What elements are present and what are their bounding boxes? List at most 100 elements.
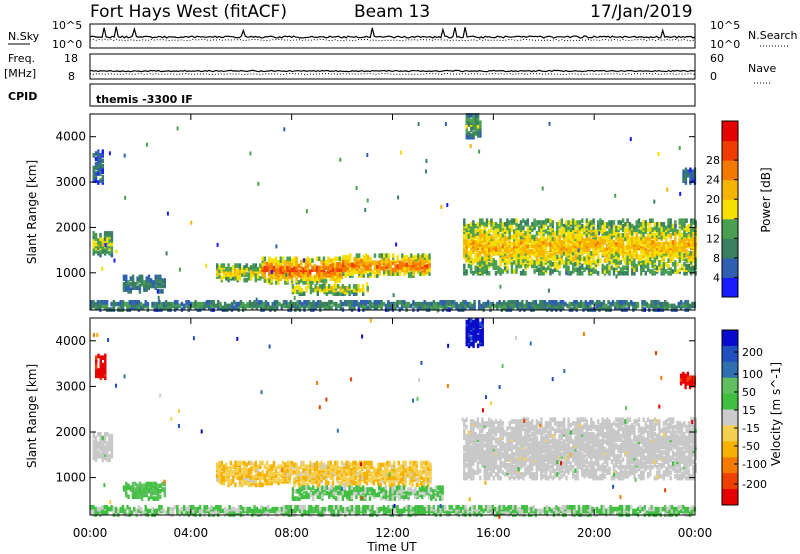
echo-cell bbox=[617, 260, 620, 265]
echo-cell bbox=[587, 225, 591, 231]
echo-cell bbox=[612, 223, 616, 229]
echo-cell bbox=[515, 222, 518, 227]
power-echo-region bbox=[463, 218, 697, 276]
echo-cell bbox=[499, 251, 502, 256]
echo-cell bbox=[580, 300, 583, 305]
echo-cell bbox=[429, 462, 432, 468]
echo-cell bbox=[92, 178, 95, 183]
echo-cell bbox=[99, 178, 102, 183]
echo-cell bbox=[256, 464, 260, 469]
echo-cell bbox=[465, 129, 468, 134]
echo-cell bbox=[143, 483, 146, 489]
echo-cell bbox=[590, 223, 593, 229]
echo-cell bbox=[617, 225, 620, 231]
echo-cell bbox=[612, 249, 616, 254]
echo-cell bbox=[404, 482, 407, 488]
echo-cell bbox=[361, 475, 364, 480]
echo-cell bbox=[503, 236, 507, 242]
echo-cell bbox=[336, 464, 339, 469]
echo-cell bbox=[323, 485, 326, 490]
colorbar-tick-label: 8 bbox=[713, 252, 720, 265]
echo-cell bbox=[370, 471, 373, 477]
echo-cell bbox=[313, 471, 316, 477]
beam-label: Beam 13 bbox=[354, 2, 430, 22]
echo-cell bbox=[297, 477, 301, 482]
echo-cell bbox=[407, 256, 411, 262]
echo-cell bbox=[415, 460, 419, 466]
echo-cell bbox=[508, 227, 511, 232]
echo-cell bbox=[653, 243, 657, 249]
echo-cell bbox=[408, 460, 412, 466]
echo-cell bbox=[645, 301, 649, 307]
colorbar-segment bbox=[722, 218, 738, 239]
echo-cell bbox=[332, 301, 336, 307]
echo-cell bbox=[236, 263, 239, 268]
echo-cell bbox=[585, 260, 588, 265]
echo-cell bbox=[669, 218, 672, 223]
echo-cell bbox=[400, 305, 404, 311]
echo-cell bbox=[227, 266, 230, 272]
echo-cell bbox=[685, 225, 688, 231]
echo-cell bbox=[129, 281, 132, 287]
echo-cell bbox=[151, 301, 154, 307]
echo-cell bbox=[669, 232, 672, 238]
echo-cell bbox=[522, 245, 525, 251]
echo-cell bbox=[569, 271, 573, 276]
power-marks bbox=[90, 113, 697, 313]
echo-cell bbox=[234, 464, 237, 469]
echo-cell bbox=[422, 466, 425, 471]
echo-cell bbox=[479, 124, 482, 129]
echo-cell bbox=[277, 477, 280, 482]
echo-cell bbox=[637, 218, 641, 223]
echo-cell bbox=[281, 256, 285, 262]
date-label: 17/Jan/2019 bbox=[590, 2, 693, 22]
echo-cell bbox=[472, 258, 475, 263]
echo-cell bbox=[576, 220, 579, 225]
echo-cell bbox=[651, 227, 654, 232]
echo-cell bbox=[513, 252, 516, 258]
echo-cell bbox=[338, 256, 341, 262]
echo-cell bbox=[572, 251, 575, 256]
echo-cell bbox=[310, 301, 313, 307]
echo-cell bbox=[540, 234, 543, 240]
echo-cell bbox=[476, 116, 480, 122]
echo-cell bbox=[340, 475, 344, 480]
echo-cell bbox=[227, 272, 230, 277]
echo-cell bbox=[340, 460, 344, 466]
echo-cell bbox=[465, 227, 468, 232]
echo-cell bbox=[129, 276, 132, 281]
echo-cell bbox=[596, 240, 600, 245]
echo-cell bbox=[667, 241, 670, 247]
echo-cell bbox=[397, 460, 400, 466]
echo-cell bbox=[291, 494, 295, 500]
echo-cell bbox=[143, 487, 146, 492]
echo-cell bbox=[399, 464, 403, 469]
echo-cell bbox=[387, 496, 390, 501]
echo-cell bbox=[138, 494, 142, 500]
echo-cell bbox=[293, 462, 296, 468]
echo-cell bbox=[225, 276, 228, 281]
echo-cell bbox=[615, 274, 618, 279]
echo-cell bbox=[312, 490, 315, 496]
echo-cell bbox=[340, 258, 344, 263]
echo-cell bbox=[396, 300, 399, 305]
echo-cell bbox=[675, 305, 678, 311]
echo-cell bbox=[590, 260, 593, 265]
echo-cell bbox=[600, 305, 603, 311]
echo-cell bbox=[122, 281, 126, 287]
echo-cell bbox=[608, 220, 611, 225]
echo-cell bbox=[425, 169, 427, 174]
echo-cell bbox=[590, 243, 593, 249]
echo-cell bbox=[407, 301, 410, 307]
echo-cell bbox=[393, 479, 396, 484]
echo-cell bbox=[134, 481, 137, 487]
echo-cell bbox=[683, 238, 686, 243]
echo-cell bbox=[610, 265, 613, 271]
echo-cell bbox=[680, 247, 684, 252]
echo-cell bbox=[649, 260, 652, 265]
echo-cell bbox=[427, 466, 430, 471]
echo-cell bbox=[220, 471, 223, 477]
echo-cell bbox=[94, 151, 98, 156]
echo-cell bbox=[528, 249, 532, 254]
